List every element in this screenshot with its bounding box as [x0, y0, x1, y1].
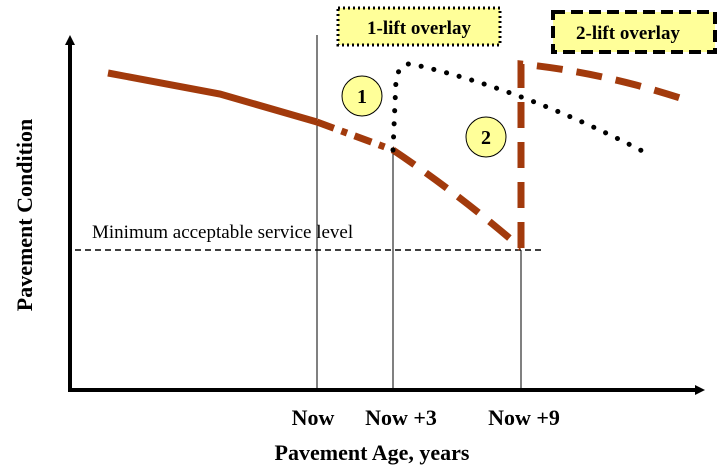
box-two-lift — [551, 10, 717, 54]
x-axis-label: Pavement Age, years — [275, 440, 470, 465]
projected-curve — [315, 118, 395, 154]
box-label: 1-lift overlay — [367, 18, 471, 39]
x-label: Now +3 — [365, 405, 437, 430]
existing-curve — [107, 69, 318, 126]
box-one-lift — [336, 6, 502, 47]
box-label: 2-lift overlay — [576, 23, 680, 44]
one-lift-curve — [390, 61, 653, 158]
marker-label: 1 — [357, 86, 367, 108]
marker-circle — [341, 75, 383, 117]
x-label: Now — [292, 405, 335, 430]
marker-circle — [465, 116, 507, 158]
y-axis-label: Pavement Condition — [12, 119, 37, 312]
two-lift-curve — [517, 60, 682, 248]
threshold-label: Minimum acceptable service level — [92, 222, 353, 243]
x-label: Now +9 — [488, 405, 560, 430]
projected-curve — [391, 147, 524, 251]
marker-label: 2 — [481, 127, 491, 149]
